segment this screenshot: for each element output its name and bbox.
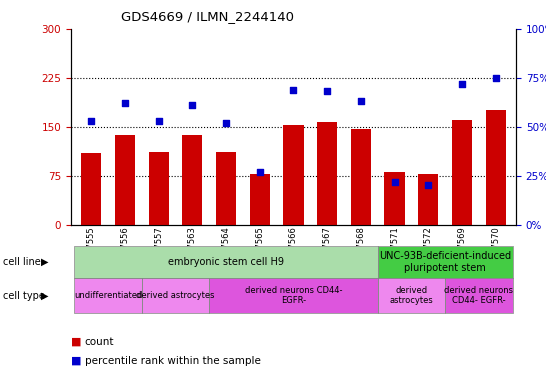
- Text: ■: ■: [71, 356, 81, 366]
- Text: derived neurons CD44-
EGFR-: derived neurons CD44- EGFR-: [245, 286, 342, 305]
- Bar: [182, 135, 203, 225]
- Bar: [81, 153, 102, 225]
- Text: percentile rank within the sample: percentile rank within the sample: [85, 356, 260, 366]
- Bar: [216, 152, 236, 225]
- Point: [491, 74, 500, 81]
- Bar: [283, 126, 304, 225]
- Text: derived
astrocytes: derived astrocytes: [390, 286, 434, 305]
- Point: [357, 98, 365, 104]
- Text: embryonic stem cell H9: embryonic stem cell H9: [168, 257, 284, 267]
- Bar: [351, 129, 371, 225]
- Point: [121, 100, 129, 106]
- Bar: [317, 122, 337, 225]
- Text: ■: ■: [71, 337, 81, 347]
- Text: derived neurons
CD44- EGFR-: derived neurons CD44- EGFR-: [444, 286, 513, 305]
- Point: [390, 179, 399, 185]
- Point: [289, 86, 298, 93]
- Point: [424, 182, 432, 189]
- Bar: [250, 174, 270, 225]
- Point: [188, 102, 197, 108]
- Text: GDS4669 / ILMN_2244140: GDS4669 / ILMN_2244140: [121, 10, 294, 23]
- Text: cell line: cell line: [3, 257, 40, 267]
- Text: count: count: [85, 337, 114, 347]
- Bar: [418, 174, 438, 225]
- Point: [458, 81, 466, 87]
- Point: [87, 118, 96, 124]
- Bar: [485, 111, 506, 225]
- Bar: [115, 135, 135, 225]
- Text: ▶: ▶: [41, 257, 49, 267]
- Text: cell type: cell type: [3, 291, 45, 301]
- Text: undifferentiated: undifferentiated: [74, 291, 143, 300]
- Bar: [384, 172, 405, 225]
- Text: derived astrocytes: derived astrocytes: [136, 291, 215, 300]
- Bar: [452, 120, 472, 225]
- Point: [256, 169, 264, 175]
- Bar: [149, 152, 169, 225]
- Point: [155, 118, 163, 124]
- Point: [222, 120, 230, 126]
- Text: ▶: ▶: [41, 291, 49, 301]
- Text: UNC-93B-deficient-induced
pluripotent stem: UNC-93B-deficient-induced pluripotent st…: [379, 251, 511, 273]
- Point: [323, 88, 331, 94]
